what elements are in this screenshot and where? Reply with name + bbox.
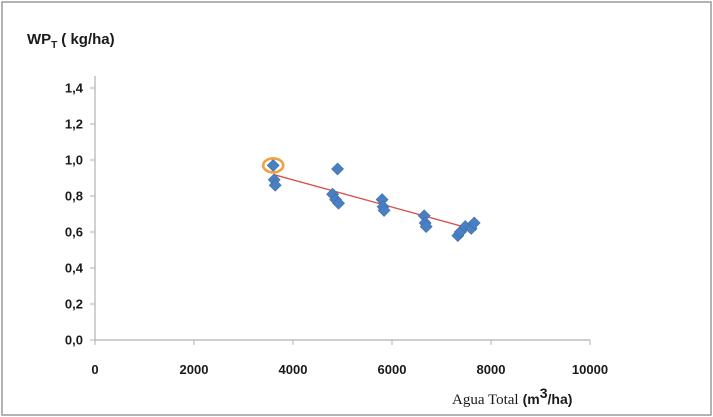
y-axis-title-main: WP xyxy=(27,31,51,48)
x-tick-label: 2000 xyxy=(180,362,209,377)
y-tick-label: 0,2 xyxy=(65,297,83,312)
x-axis-title-unit-suffix: /ha) xyxy=(548,391,573,407)
x-tick-label: 6000 xyxy=(378,362,407,377)
y-tick-label: 1,2 xyxy=(65,117,83,132)
x-axis-title: Agua Total (m3/ha) xyxy=(452,385,572,408)
data-point xyxy=(419,220,433,234)
y-tick-label: 1,0 xyxy=(65,153,83,168)
x-axis-title-unit-prefix: (m xyxy=(523,391,540,407)
x-tick-label: 4000 xyxy=(279,362,308,377)
y-tick-label: 0,8 xyxy=(65,189,83,204)
y-tick-label: 0,6 xyxy=(65,225,83,240)
highlight-ring xyxy=(261,157,285,174)
data-point xyxy=(377,203,391,217)
x-axis-title-main: Agua Total xyxy=(452,392,519,408)
y-tick-label: 0,0 xyxy=(65,333,83,348)
x-tick-label: 0 xyxy=(91,362,98,377)
data-point xyxy=(332,196,345,210)
x-tick-label: 8000 xyxy=(477,362,506,377)
y-axis-title-subscript: T xyxy=(51,40,57,51)
data-point xyxy=(467,216,481,230)
x-axis-title-unit-sup: 3 xyxy=(540,385,548,401)
y-axis-title: WPT ( kg/ha) xyxy=(27,31,115,51)
y-tick-label: 0,4 xyxy=(65,261,84,276)
data-point xyxy=(268,178,282,192)
x-tick-label: 10000 xyxy=(572,362,608,377)
y-tick-label: 1,4 xyxy=(65,81,84,96)
y-axis-title-unit: ( kg/ha) xyxy=(61,31,114,48)
data-point xyxy=(331,162,344,176)
trend-line xyxy=(273,173,477,231)
